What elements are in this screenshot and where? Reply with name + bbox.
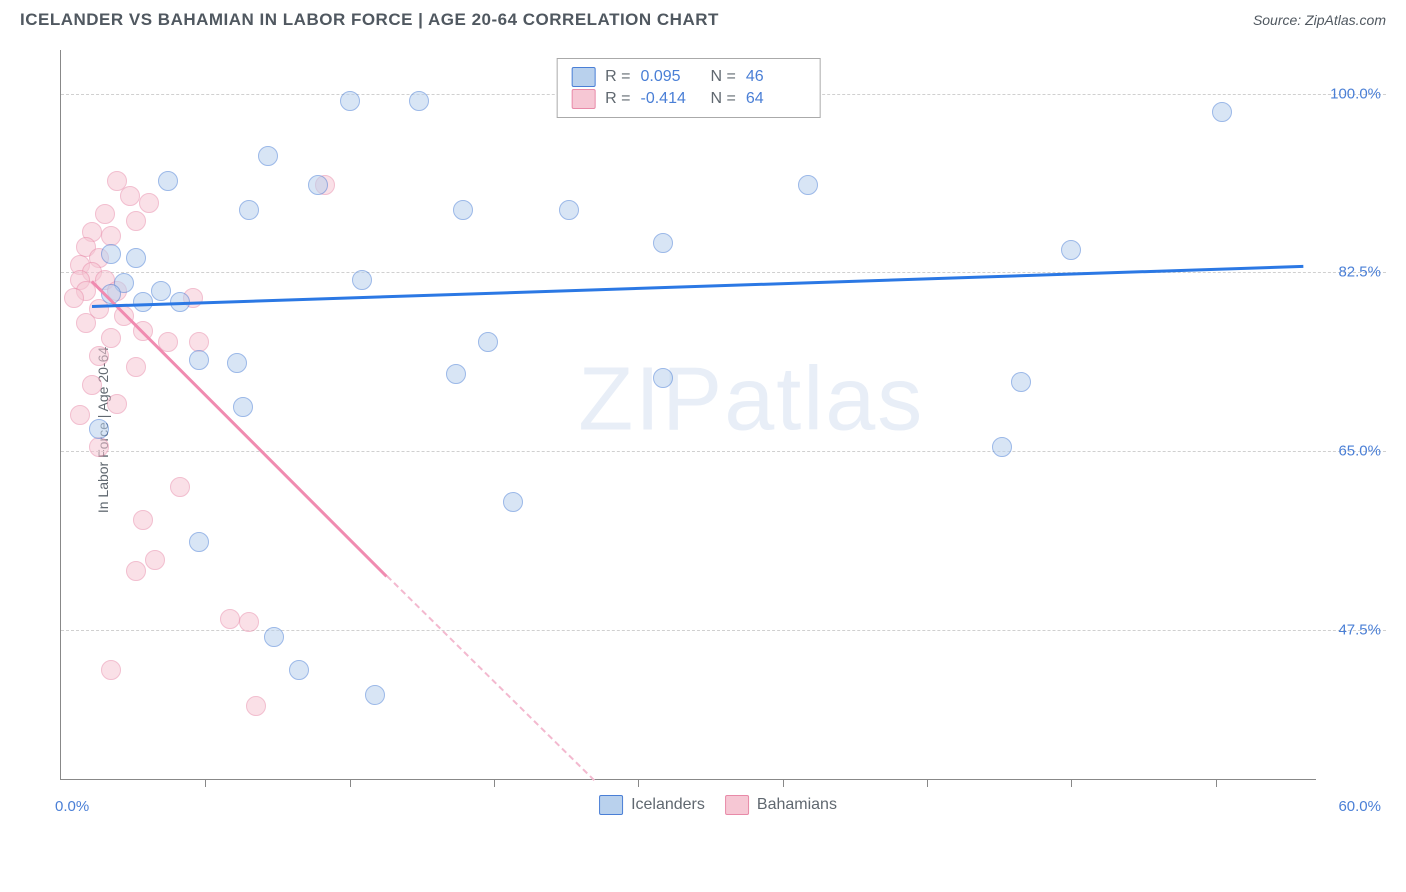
y-tick-label: 100.0%: [1330, 85, 1381, 102]
gridline: [61, 272, 1386, 273]
legend-series-item: Bahamians: [725, 795, 837, 815]
x-tick: [783, 779, 784, 787]
icelanders-point: [289, 660, 309, 680]
x-tick: [350, 779, 351, 787]
icelanders-point: [308, 175, 328, 195]
bahamians-point: [239, 612, 259, 632]
chart-header: ICELANDER VS BAHAMIAN IN LABOR FORCE | A…: [0, 0, 1406, 35]
legend-series-item: Icelanders: [599, 795, 705, 815]
icelanders-point: [365, 685, 385, 705]
icelanders-point: [503, 492, 523, 512]
bahamians-point: [101, 226, 121, 246]
icelanders-point: [409, 91, 429, 111]
bahamians-point: [120, 186, 140, 206]
chart-container: In Labor Force | Age 20-64 ZIPatlas R =0…: [50, 40, 1386, 820]
icelanders-point: [1061, 240, 1081, 260]
icelanders-point: [453, 200, 473, 220]
bahamians-point: [107, 394, 127, 414]
chart-source: Source: ZipAtlas.com: [1253, 12, 1386, 28]
icelanders-point: [478, 332, 498, 352]
x-tick: [927, 779, 928, 787]
bahamians-point: [133, 510, 153, 530]
icelanders-point: [89, 419, 109, 439]
legend-n-label: N =: [711, 90, 736, 108]
x-tick: [638, 779, 639, 787]
legend-correlation-row: R = 0.095 N = 46: [571, 67, 806, 87]
y-tick-label: 47.5%: [1338, 621, 1381, 638]
legend-series-label: Bahamians: [757, 796, 837, 814]
bahamians-point: [95, 204, 115, 224]
bahamians-point: [126, 211, 146, 231]
x-tick: [205, 779, 206, 787]
icelanders-point: [798, 175, 818, 195]
legend-swatch: [599, 795, 623, 815]
icelanders-point: [258, 146, 278, 166]
legend-swatch: [571, 67, 595, 87]
legend-correlation-box: R = 0.095 N = 46 R = -0.414 N = 64: [556, 58, 821, 118]
y-tick-label: 82.5%: [1338, 264, 1381, 281]
bahamians-point: [76, 313, 96, 333]
icelanders-point: [227, 353, 247, 373]
legend-series-label: Icelanders: [631, 796, 705, 814]
icelanders-point: [992, 437, 1012, 457]
legend-r-label: R =: [605, 68, 630, 86]
bahamians-point: [101, 660, 121, 680]
bahamians-point: [126, 357, 146, 377]
x-axis-min-label: 0.0%: [55, 798, 89, 815]
icelanders-point: [559, 200, 579, 220]
bahamians-point: [89, 437, 109, 457]
legend-n-value: 64: [746, 90, 806, 108]
plot-area: ZIPatlas R =0.095N =46R =-0.414N =64 100…: [60, 50, 1316, 780]
trend-line-bahamians-extrapolated: [387, 575, 595, 781]
legend-series: Icelanders Bahamians: [599, 795, 837, 815]
icelanders-point: [151, 281, 171, 301]
icelanders-point: [340, 91, 360, 111]
legend-swatch: [571, 89, 595, 109]
icelanders-point: [239, 200, 259, 220]
trend-line-bahamians: [91, 280, 388, 577]
icelanders-point: [189, 532, 209, 552]
x-tick: [1216, 779, 1217, 787]
icelanders-point: [264, 627, 284, 647]
icelanders-point: [158, 171, 178, 191]
legend-n-label: N =: [711, 68, 736, 86]
icelanders-point: [1212, 102, 1232, 122]
icelanders-point: [133, 292, 153, 312]
bahamians-point: [89, 346, 109, 366]
icelanders-point: [446, 364, 466, 384]
watermark: ZIPatlas: [578, 348, 924, 451]
bahamians-point: [220, 609, 240, 629]
bahamians-point: [82, 375, 102, 395]
x-tick: [1071, 779, 1072, 787]
icelanders-point: [126, 248, 146, 268]
legend-n-value: 46: [746, 68, 806, 86]
y-tick-label: 65.0%: [1338, 442, 1381, 459]
legend-r-value: -0.414: [641, 90, 701, 108]
icelanders-point: [653, 368, 673, 388]
bahamians-point: [64, 288, 84, 308]
gridline: [61, 630, 1386, 631]
icelanders-point: [189, 350, 209, 370]
x-axis-max-label: 60.0%: [1338, 798, 1381, 815]
bahamians-point: [70, 405, 90, 425]
icelanders-point: [352, 270, 372, 290]
chart-title: ICELANDER VS BAHAMIAN IN LABOR FORCE | A…: [20, 10, 719, 30]
bahamians-point: [189, 332, 209, 352]
legend-r-label: R =: [605, 90, 630, 108]
legend-r-value: 0.095: [641, 68, 701, 86]
icelanders-point: [653, 233, 673, 253]
icelanders-point: [101, 244, 121, 264]
bahamians-point: [246, 696, 266, 716]
bahamians-point: [145, 550, 165, 570]
bahamians-point: [139, 193, 159, 213]
icelanders-point: [1011, 372, 1031, 392]
legend-swatch: [725, 795, 749, 815]
icelanders-point: [233, 397, 253, 417]
bahamians-point: [101, 328, 121, 348]
legend-correlation-row: R = -0.414 N = 64: [571, 89, 806, 109]
bahamians-point: [126, 561, 146, 581]
x-tick: [494, 779, 495, 787]
bahamians-point: [114, 306, 134, 326]
bahamians-point: [170, 477, 190, 497]
